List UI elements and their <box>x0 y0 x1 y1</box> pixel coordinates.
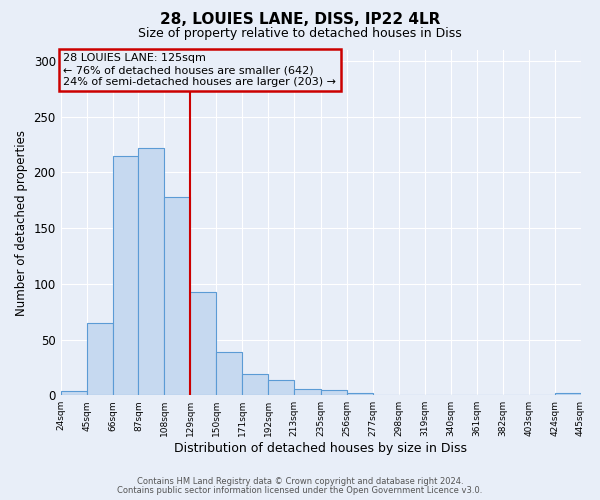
Text: Contains public sector information licensed under the Open Government Licence v3: Contains public sector information licen… <box>118 486 482 495</box>
Bar <box>164 197 190 395</box>
Bar <box>321 390 347 395</box>
Y-axis label: Number of detached properties: Number of detached properties <box>15 130 28 316</box>
Text: Contains HM Land Registry data © Crown copyright and database right 2024.: Contains HM Land Registry data © Crown c… <box>137 477 463 486</box>
Bar <box>61 391 86 395</box>
Text: Size of property relative to detached houses in Diss: Size of property relative to detached ho… <box>138 28 462 40</box>
Bar <box>294 388 321 395</box>
Bar <box>347 393 373 395</box>
Bar <box>139 148 164 395</box>
Bar <box>216 352 242 395</box>
Bar <box>190 292 216 395</box>
Bar <box>86 323 113 395</box>
Bar <box>113 156 139 395</box>
X-axis label: Distribution of detached houses by size in Diss: Distribution of detached houses by size … <box>174 442 467 455</box>
Bar <box>554 393 581 395</box>
Text: 28 LOUIES LANE: 125sqm
← 76% of detached houses are smaller (642)
24% of semi-de: 28 LOUIES LANE: 125sqm ← 76% of detached… <box>63 54 336 86</box>
Bar <box>268 380 294 395</box>
Text: 28, LOUIES LANE, DISS, IP22 4LR: 28, LOUIES LANE, DISS, IP22 4LR <box>160 12 440 28</box>
Bar <box>242 374 268 395</box>
